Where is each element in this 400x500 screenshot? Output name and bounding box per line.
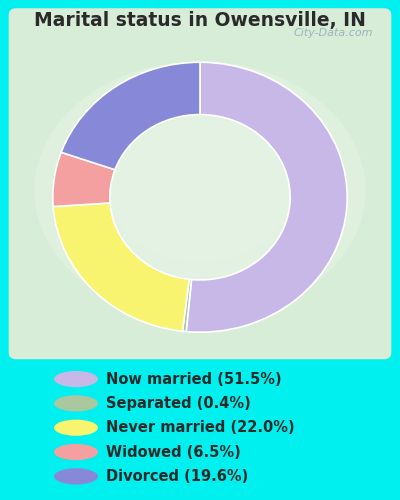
Circle shape	[54, 444, 98, 460]
Ellipse shape	[71, 90, 329, 291]
Circle shape	[54, 396, 98, 411]
Wedge shape	[186, 62, 347, 332]
Circle shape	[54, 371, 98, 387]
Text: Widowed (6.5%): Widowed (6.5%)	[106, 444, 241, 460]
Text: Never married (22.0%): Never married (22.0%)	[106, 420, 295, 435]
Ellipse shape	[34, 62, 366, 320]
Ellipse shape	[108, 119, 292, 262]
Wedge shape	[61, 62, 200, 170]
Text: Separated (0.4%): Separated (0.4%)	[106, 396, 251, 411]
FancyBboxPatch shape	[9, 8, 391, 359]
Wedge shape	[53, 152, 115, 206]
Text: Now married (51.5%): Now married (51.5%)	[106, 372, 282, 386]
Circle shape	[54, 420, 98, 436]
Wedge shape	[182, 280, 192, 332]
Wedge shape	[53, 203, 189, 332]
Text: City-Data.com: City-Data.com	[294, 28, 373, 38]
Circle shape	[54, 468, 98, 484]
Text: Marital status in Owensville, IN: Marital status in Owensville, IN	[34, 11, 366, 30]
Text: Divorced (19.6%): Divorced (19.6%)	[106, 469, 248, 484]
